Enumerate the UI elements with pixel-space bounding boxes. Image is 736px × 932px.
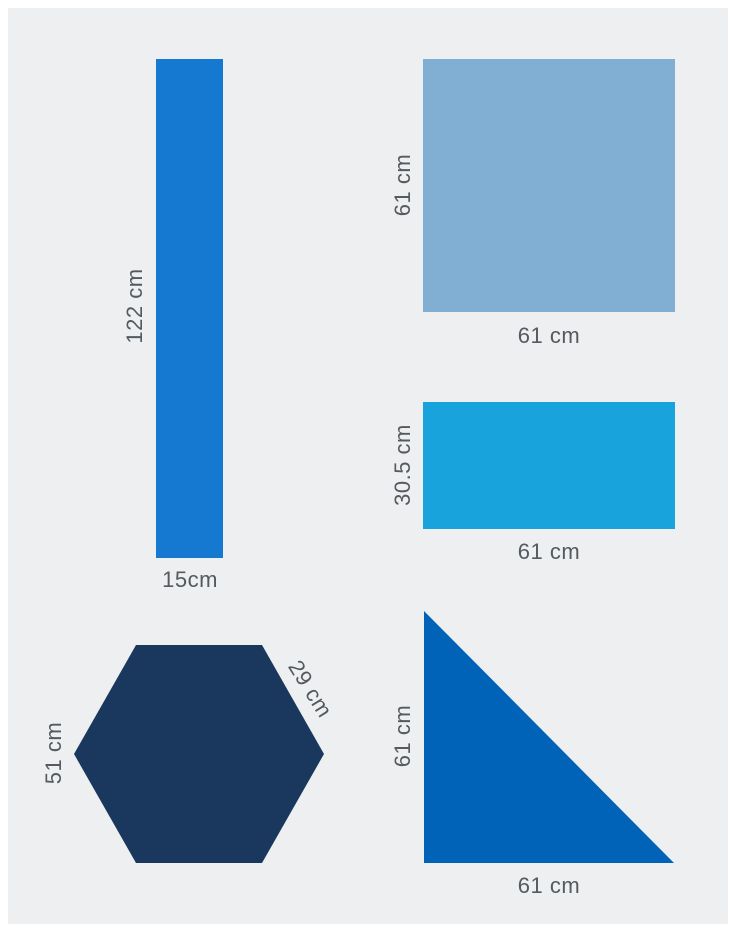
- small-rectangle: [423, 402, 675, 529]
- diagram-board: 122 cm 15cm 61 cm 61 cm 30.5 cm 61 cm 51…: [8, 8, 728, 924]
- triangle: [424, 611, 674, 863]
- square-width-label: 61 cm: [517, 323, 581, 348]
- tall-rectangle-width-label: 15cm: [162, 567, 218, 592]
- tall-rectangle: [156, 59, 223, 558]
- square: [423, 59, 675, 312]
- triangle-base-label: 61 cm: [517, 873, 581, 898]
- small-rectangle-width-label: 61 cm: [517, 539, 581, 564]
- hexagon: [74, 645, 324, 863]
- triangle-shape: [424, 611, 674, 863]
- hexagon-shape: [74, 645, 324, 863]
- triangle-height-label: 61 cm: [390, 704, 415, 768]
